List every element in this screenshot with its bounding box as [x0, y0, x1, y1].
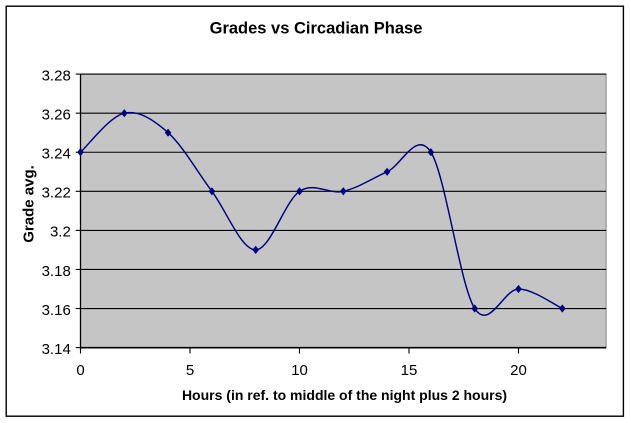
- svg-text:Hours (in ref. to middle of th: Hours (in ref. to middle of the night pl…: [182, 387, 507, 403]
- svg-text:3.24: 3.24: [42, 146, 71, 163]
- svg-text:20: 20: [510, 362, 527, 379]
- svg-text:3.16: 3.16: [42, 302, 71, 319]
- svg-text:15: 15: [401, 362, 418, 379]
- svg-text:Grades vs Circadian Phase: Grades vs Circadian Phase: [210, 19, 423, 37]
- svg-text:3.26: 3.26: [42, 107, 71, 124]
- svg-text:3.22: 3.22: [42, 185, 71, 202]
- svg-text:3.18: 3.18: [42, 263, 71, 280]
- svg-text:3.2: 3.2: [50, 224, 71, 241]
- svg-text:Grade avg.: Grade avg.: [21, 165, 38, 243]
- svg-text:3.28: 3.28: [42, 67, 71, 84]
- svg-text:10: 10: [291, 362, 308, 379]
- svg-text:3.14: 3.14: [42, 341, 71, 358]
- svg-text:5: 5: [186, 362, 194, 379]
- svg-text:0: 0: [76, 362, 84, 379]
